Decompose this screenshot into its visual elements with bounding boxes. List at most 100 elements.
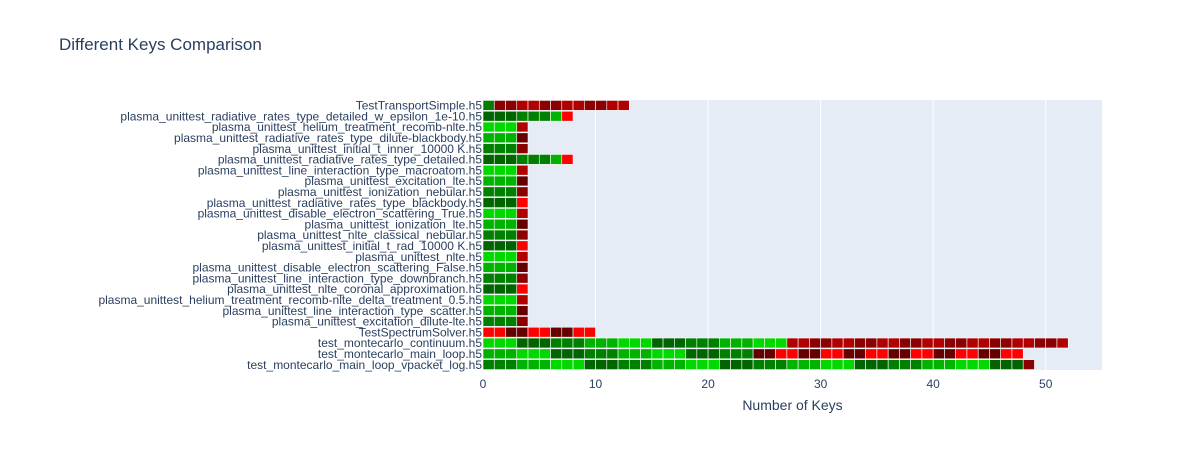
x-axis-title: Number of Keys	[742, 397, 842, 413]
bar-segment-different	[482, 326, 495, 338]
bar-segment-same	[505, 110, 518, 122]
bar-segment-same	[550, 359, 563, 370]
y-tick-label: plasma_unittest_radiative_rates_type_det…	[120, 109, 482, 123]
bar-segment-same	[595, 348, 608, 360]
bar-segment-different	[932, 348, 945, 360]
plot-area	[483, 100, 1102, 370]
bar-segment-same	[719, 337, 731, 349]
bar-segment-same	[493, 316, 506, 327]
bar-segment-same	[538, 359, 551, 370]
bar-segment-same	[617, 359, 630, 370]
bar-segment-same	[482, 359, 495, 370]
bar-segment-same	[662, 348, 675, 360]
y-tick-label: plasma_unittest_nlte.h5	[355, 250, 482, 264]
bar-segment-different	[809, 337, 821, 349]
bar-segment-same	[820, 359, 833, 370]
x-tick-label: 40	[927, 377, 941, 391]
bar-segment-different	[516, 186, 529, 198]
bar-segment-different	[876, 348, 889, 360]
bar-segment-same	[482, 132, 495, 144]
bar-segment-same	[482, 229, 495, 241]
bar-segment-same	[764, 337, 776, 349]
bar-segment-different	[831, 348, 844, 360]
bar-segment-different	[617, 100, 630, 111]
bar-segment-different	[516, 251, 529, 262]
bar-segment-same	[538, 154, 551, 165]
bar-segment-same	[505, 186, 518, 198]
bar-segment-same	[640, 359, 653, 370]
bar-segment-same	[505, 229, 518, 241]
bar-segment-same	[505, 197, 518, 208]
bar-segment-same	[493, 197, 506, 208]
bar-segment-same	[550, 110, 563, 122]
bar-segment-different	[561, 154, 574, 165]
bar-segment-same	[505, 154, 518, 165]
bar-segment-different	[1011, 337, 1024, 349]
bar-segment-same	[493, 208, 506, 219]
bar-segment-different	[831, 337, 844, 349]
x-tick-label: 0	[480, 377, 487, 391]
bar-segment-same	[561, 359, 574, 370]
bar-segment-same	[493, 218, 506, 230]
bar-segment-same	[674, 337, 686, 349]
bar-segment-same	[505, 132, 518, 144]
bar-segment-same	[696, 359, 709, 370]
bar-segment-same	[505, 316, 518, 327]
y-tick-label: plasma_unittest_radiative_rates_type_dil…	[174, 131, 482, 145]
bar-segment-different	[955, 348, 968, 360]
y-tick-label: plasma_unittest_nlte_classical_nebular.h…	[257, 228, 482, 242]
x-tick-label: 10	[589, 377, 603, 391]
bar-segment-different	[1022, 359, 1035, 370]
bar-segment-same	[741, 337, 754, 349]
bar-segment-different	[572, 100, 585, 111]
bar-segment-same	[505, 208, 518, 219]
bar-segment-same	[662, 337, 675, 349]
bar-segment-same	[707, 337, 720, 349]
bar-segment-different	[505, 100, 518, 111]
bar-segment-different	[1022, 337, 1035, 349]
bar-segment-same	[493, 132, 506, 144]
bar-segment-same	[527, 359, 540, 370]
bar-segment-different	[786, 348, 799, 360]
bar-segment-same	[685, 337, 698, 349]
bar-segment-same	[719, 359, 731, 370]
bar-segment-same	[505, 348, 518, 360]
bar-segment-same	[955, 359, 968, 370]
bar-segment-same	[977, 359, 990, 370]
bar-segment-different	[1045, 337, 1058, 349]
bar-segment-different	[516, 143, 529, 154]
bar-segment-same	[493, 186, 506, 198]
bar-segment-same	[899, 359, 911, 370]
bar-segment-same	[482, 240, 495, 252]
bar-segment-different	[583, 100, 596, 111]
bar-segment-same	[674, 348, 686, 360]
bar-segment-same	[482, 197, 495, 208]
bar-segment-same	[482, 143, 495, 154]
bar-segment-same	[876, 359, 889, 370]
bar-segment-same	[493, 305, 506, 316]
y-tick-label: plasma_unittest_line_interaction_type_do…	[192, 271, 482, 285]
y-tick-label: plasma_unittest_excitation_dilute-lte.h5	[272, 315, 482, 329]
bar-segment-different	[966, 348, 979, 360]
bar-segment-same	[651, 359, 664, 370]
bar-segment-same	[685, 348, 698, 360]
bar-segment-different	[966, 337, 979, 349]
bar-segment-same	[493, 164, 506, 176]
bar-segment-same	[516, 110, 529, 122]
bar-segment-same	[482, 164, 495, 176]
y-tick-label: plasma_unittest_helium_treatment_recomb-…	[98, 293, 482, 307]
bar-segment-same	[505, 305, 518, 316]
bar-segment-different	[516, 262, 529, 273]
bar-segment-same	[617, 348, 630, 360]
bar-segment-same	[527, 337, 540, 349]
bar-segment-same	[493, 294, 506, 306]
y-tick-label: test_montecarlo_main_loop.h5	[318, 347, 482, 361]
bar-segment-different	[899, 337, 911, 349]
bar-segment-same	[505, 294, 518, 306]
bar-segment-same	[482, 348, 495, 360]
bar-segment-different	[516, 305, 529, 316]
bar-segment-same	[482, 121, 495, 133]
bar-segment-same	[617, 337, 630, 349]
